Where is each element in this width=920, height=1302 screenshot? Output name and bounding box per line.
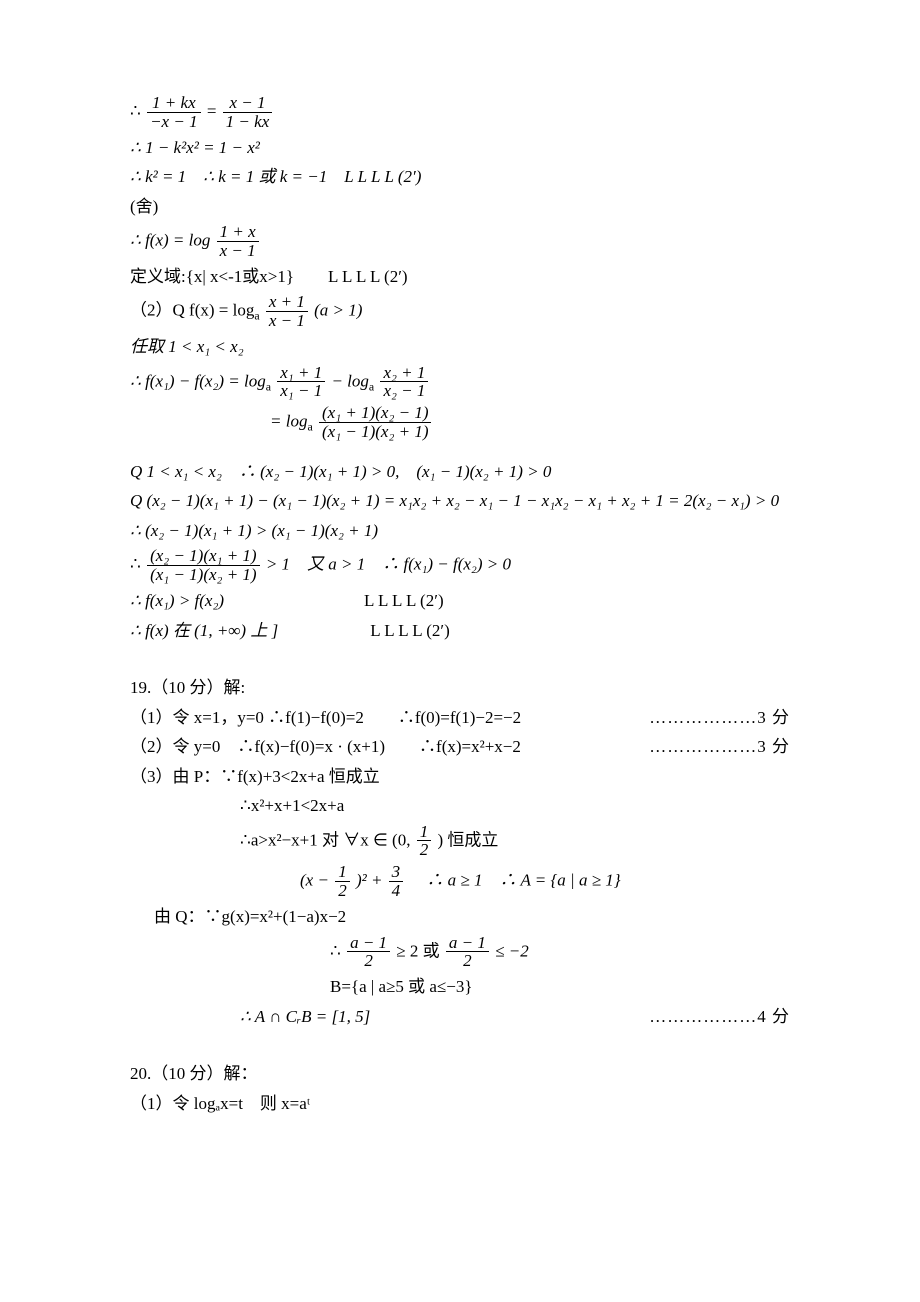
eq-line: ∴a>x²−x+1 对 ∀x ∈ (0, 12 ) 恒成立 bbox=[240, 823, 790, 860]
eq-line: （2）令 y=0 ∴f(x)−f(0)=x · (x+1) ∴f(x)=x²+x… bbox=[130, 734, 790, 760]
frac-num: (x₁ + 1)(x₂ − 1) bbox=[319, 404, 432, 423]
frac-num: x − 1 bbox=[223, 94, 273, 113]
problem-title: 19.（10 分）解: bbox=[130, 675, 790, 701]
eq-line: （2）Q f(x) = loga x + 1x − 1 (a > 1) bbox=[130, 293, 790, 330]
frac-den: 2 bbox=[347, 952, 390, 970]
frac-num: 1 + kx bbox=[147, 94, 201, 113]
eq-line: B={a | a≥5 或 a≤−3} bbox=[330, 974, 790, 1000]
eq-line: Q 1 < x₁ < x₂ ∴ (x₂ − 1)(x₁ + 1) > 0, (x… bbox=[130, 459, 790, 485]
math-document: ∴ 1 + kx−x − 1 = x − 11 − kx ∴ 1 − k²x² … bbox=[0, 0, 920, 1180]
eq-line: （1）令 x=1，y=0 ∴f(1)−f(0)=2 ∴f(0)=f(1)−2=−… bbox=[130, 705, 790, 731]
eq-line: Q (x₂ − 1)(x₁ + 1) − (x₁ − 1)(x₂ + 1) = … bbox=[130, 488, 790, 514]
frac-den: 2 bbox=[335, 882, 350, 900]
eq-line: （3）由 P：∵f(x)+3<2x+a 恒成立 bbox=[130, 764, 790, 790]
frac-num: 1 bbox=[417, 823, 432, 842]
frac-num: x + 1 bbox=[266, 293, 308, 312]
eq-line: ∴x²+x+1<2x+a bbox=[240, 793, 790, 819]
frac-den: 1 − kx bbox=[223, 113, 273, 131]
eq-line: ∴ f(x₁) > f(x₂)L L L L (2′) bbox=[130, 588, 790, 614]
problem-title: 20.（10 分）解： bbox=[130, 1061, 790, 1087]
frac-num: x₂ + 1 bbox=[380, 364, 428, 383]
eq-line: 由 Q：∵g(x)=x²+(1−a)x−2 bbox=[154, 904, 790, 930]
eq-line: ∴ f(x) 在 (1, +∞) 上 ]L L L L (2′) bbox=[130, 618, 790, 644]
domain-line: 定义域:{x| x<-1或x>1} L L L L (2′) bbox=[130, 264, 790, 290]
eq-line: ∴ (x₂ − 1)(x₁ + 1)(x₁ − 1)(x₂ + 1) > 1 又… bbox=[130, 547, 790, 584]
eq-line: ∴ A ∩ CᵣB = [1, 5]………………4 分 bbox=[130, 1004, 790, 1030]
frac-num: 3 bbox=[389, 863, 404, 882]
frac-den: 2 bbox=[446, 952, 489, 970]
frac-den: −x − 1 bbox=[147, 113, 201, 131]
eq-line: ∴ (x₂ − 1)(x₁ + 1) > (x₁ − 1)(x₂ + 1) bbox=[130, 518, 790, 544]
frac-den: (x₁ − 1)(x₂ + 1) bbox=[319, 423, 432, 441]
eq-line: ∴ 1 − k²x² = 1 − x² bbox=[130, 135, 790, 161]
note: (舍) bbox=[130, 194, 790, 220]
frac-den: x₁ − 1 bbox=[277, 382, 325, 400]
frac-num: x₁ + 1 bbox=[277, 364, 325, 383]
eq-line: ∴ k² = 1 ∴ k = 1 或 k = −1 L L L L (2′) bbox=[130, 164, 790, 190]
eq-line: ∴ f(x₁) − f(x₂) = loga x₁ + 1x₁ − 1 − lo… bbox=[130, 364, 790, 401]
eq-line: （1）令 logₐx=t 则 x=aᵗ bbox=[130, 1091, 790, 1117]
frac-den: x₂ − 1 bbox=[380, 382, 428, 400]
frac-den: x − 1 bbox=[266, 312, 308, 330]
frac-num: 1 bbox=[335, 863, 350, 882]
frac-num: a − 1 bbox=[446, 934, 489, 953]
eq-line: = loga (x₁ + 1)(x₂ − 1)(x₁ − 1)(x₂ + 1) bbox=[270, 404, 790, 441]
frac-num: (x₂ − 1)(x₁ + 1) bbox=[147, 547, 260, 566]
frac-den: 2 bbox=[417, 841, 432, 859]
frac-den: (x₁ − 1)(x₂ + 1) bbox=[147, 566, 260, 584]
frac-num: a − 1 bbox=[347, 934, 390, 953]
frac-den: x − 1 bbox=[217, 242, 259, 260]
eq-line: ∴ a − 12 ≥ 2 或 a − 12 ≤ −2 bbox=[330, 934, 790, 971]
frac-num: 1 + x bbox=[217, 223, 259, 242]
frac-den: 4 bbox=[389, 882, 404, 900]
eq-line: 任取 1 < x₁ < x₂ bbox=[130, 334, 790, 360]
eq-line: (x − 12 )² + 34 ∴ a ≥ 1 ∴ A = {a | a ≥ 1… bbox=[300, 863, 790, 900]
eq-line: ∴ f(x) = log 1 + xx − 1 bbox=[130, 223, 790, 260]
eq-line: ∴ 1 + kx−x − 1 = x − 11 − kx bbox=[130, 94, 790, 131]
